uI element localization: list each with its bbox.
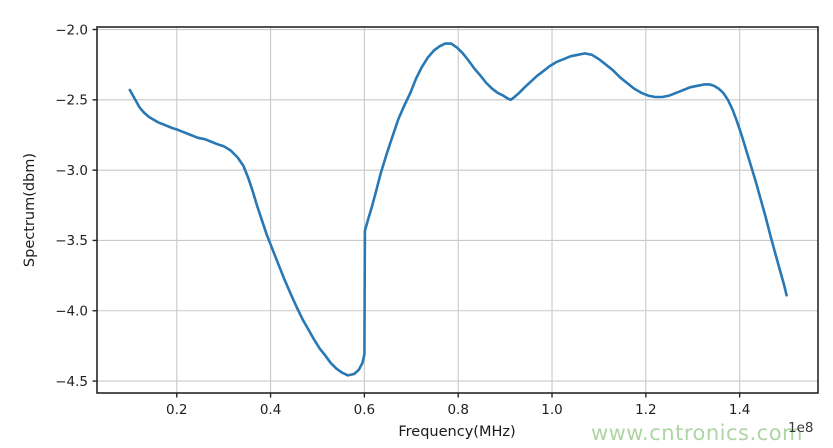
y-tick-label: −3.0	[55, 163, 88, 179]
x-axis-title: Frequency(MHz)	[398, 424, 516, 440]
y-tick-label: −2.0	[55, 22, 88, 38]
y-tick-label: −2.5	[55, 93, 88, 109]
x-tick-label: 0.2	[166, 402, 187, 418]
y-tick-label: −3.5	[55, 233, 88, 249]
x-tick-label: 1.0	[541, 402, 562, 418]
x-tick-label: 1.2	[635, 402, 656, 418]
plot-border	[96, 26, 819, 394]
spectrum-series-line	[128, 42, 788, 377]
x-tick-label: 1.4	[729, 402, 750, 418]
x-tick-label: 0.4	[260, 402, 281, 418]
x-tick-label: 0.8	[447, 402, 468, 418]
y-axis-title: Spectrum(dbm)	[22, 152, 38, 268]
watermark-text: www.cntronics.com	[590, 421, 803, 445]
y-tick-label: −4.5	[55, 374, 88, 390]
x-axis-offset-label: 1e8	[788, 420, 814, 436]
y-tick-label: −4.0	[55, 304, 88, 320]
x-tick-label: 0.6	[354, 402, 375, 418]
